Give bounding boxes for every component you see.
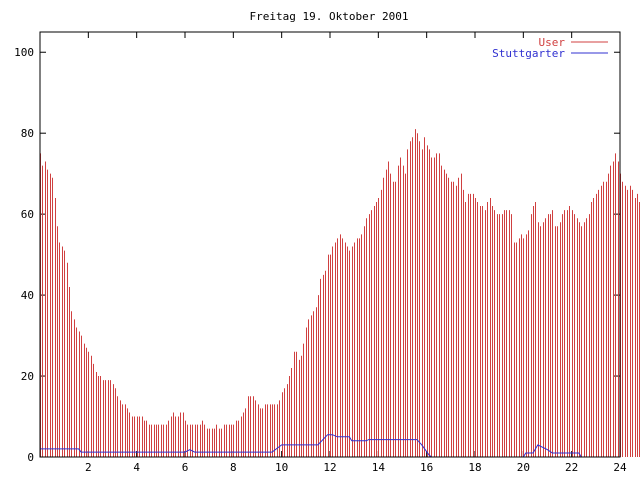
y-tick-label: 0 xyxy=(27,451,34,464)
x-tick-label: 12 xyxy=(323,461,336,474)
legend: User Stuttgarter xyxy=(492,36,608,60)
x-tick-label: 6 xyxy=(182,461,189,474)
y-tick-label: 20 xyxy=(21,370,34,383)
y-tick-label: 40 xyxy=(21,289,34,302)
x-tick-label: 18 xyxy=(468,461,481,474)
x-tick-label: 20 xyxy=(517,461,530,474)
chart-title: Freitag 19. Oktober 2001 xyxy=(250,10,409,23)
y-axis: 0 20 40 60 80 100 xyxy=(14,46,620,464)
y-tick-label: 100 xyxy=(14,46,34,59)
user-impulses xyxy=(40,129,640,457)
y-tick-label: 80 xyxy=(21,127,34,140)
x-tick-label: 24 xyxy=(613,461,627,474)
y-tick-label: 60 xyxy=(21,208,34,221)
x-tick-label: 22 xyxy=(565,461,578,474)
x-tick-label: 10 xyxy=(275,461,288,474)
legend-user-label: User xyxy=(539,36,566,49)
x-tick-label: 16 xyxy=(420,461,433,474)
plot-frame xyxy=(39,31,621,458)
x-tick-label: 8 xyxy=(230,461,237,474)
x-tick-label: 4 xyxy=(133,461,140,474)
x-tick-label: 2 xyxy=(85,461,92,474)
stuttgarter-series-line xyxy=(40,434,620,458)
legend-stuttgarter-label: Stuttgarter xyxy=(492,47,565,60)
x-tick-label: 14 xyxy=(372,461,386,474)
